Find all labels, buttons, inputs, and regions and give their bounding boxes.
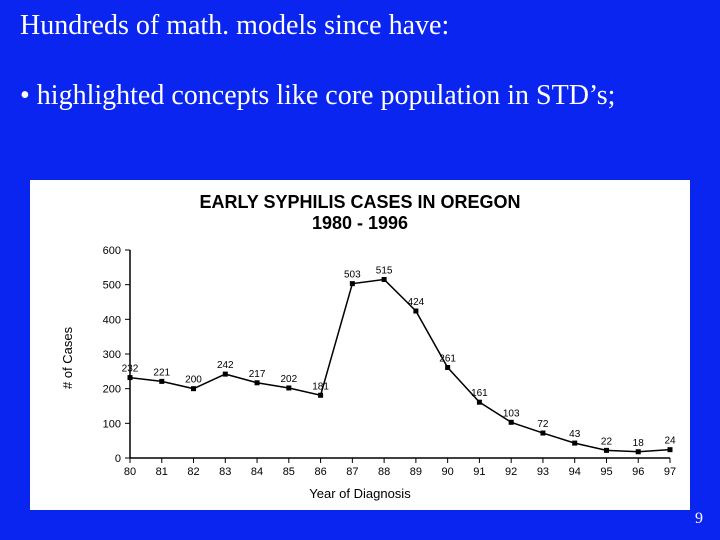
chart-panel: EARLY SYPHILIS CASES IN OREGON 1980 - 19… [30, 180, 690, 510]
svg-text:84: 84 [251, 466, 263, 478]
y-axis-label: # of Cases [60, 327, 75, 389]
svg-text:161: 161 [471, 388, 488, 399]
chart-title: EARLY SYPHILIS CASES IN OREGON 1980 - 19… [30, 192, 690, 234]
svg-text:200: 200 [103, 384, 121, 396]
svg-text:95: 95 [600, 466, 612, 478]
svg-text:18: 18 [633, 438, 645, 449]
svg-text:82: 82 [187, 466, 199, 478]
svg-text:80: 80 [124, 466, 136, 478]
svg-text:424: 424 [408, 297, 425, 308]
svg-text:88: 88 [378, 466, 390, 478]
svg-text:87: 87 [346, 466, 358, 478]
svg-text:24: 24 [664, 436, 676, 447]
svg-text:200: 200 [185, 375, 202, 386]
svg-text:500: 500 [103, 280, 121, 292]
svg-text:83: 83 [219, 466, 231, 478]
svg-text:96: 96 [632, 466, 644, 478]
svg-text:81: 81 [156, 466, 168, 478]
svg-text:300: 300 [103, 349, 121, 361]
svg-text:181: 181 [312, 381, 329, 392]
svg-text:22: 22 [601, 436, 613, 447]
svg-text:89: 89 [410, 466, 422, 478]
svg-text:94: 94 [569, 466, 581, 478]
svg-text:43: 43 [569, 429, 581, 440]
svg-text:503: 503 [344, 270, 361, 281]
slide-heading: Hundreds of math. models since have: [20, 10, 449, 42]
svg-text:221: 221 [153, 367, 170, 378]
svg-text:97: 97 [664, 466, 676, 478]
x-axis-label: Year of Diagnosis [30, 486, 690, 501]
bullet-item: • highlighted concepts like core populat… [20, 80, 680, 112]
svg-text:91: 91 [473, 466, 485, 478]
svg-text:85: 85 [283, 466, 295, 478]
svg-text:92: 92 [505, 466, 517, 478]
svg-text:242: 242 [217, 360, 234, 371]
svg-text:202: 202 [280, 374, 297, 385]
svg-text:90: 90 [442, 466, 454, 478]
svg-text:600: 600 [103, 245, 121, 257]
svg-text:93: 93 [537, 466, 549, 478]
svg-text:217: 217 [249, 369, 266, 380]
svg-text:0: 0 [115, 453, 121, 465]
svg-text:261: 261 [439, 354, 456, 365]
svg-text:515: 515 [376, 265, 393, 276]
svg-text:103: 103 [503, 408, 520, 419]
svg-text:232: 232 [122, 364, 139, 375]
svg-text:100: 100 [103, 418, 121, 430]
page-number: 9 [695, 510, 703, 528]
svg-text:400: 400 [103, 314, 121, 326]
slide: Hundreds of math. models since have: • h… [0, 0, 720, 540]
svg-text:72: 72 [537, 419, 549, 430]
svg-text:86: 86 [314, 466, 326, 478]
